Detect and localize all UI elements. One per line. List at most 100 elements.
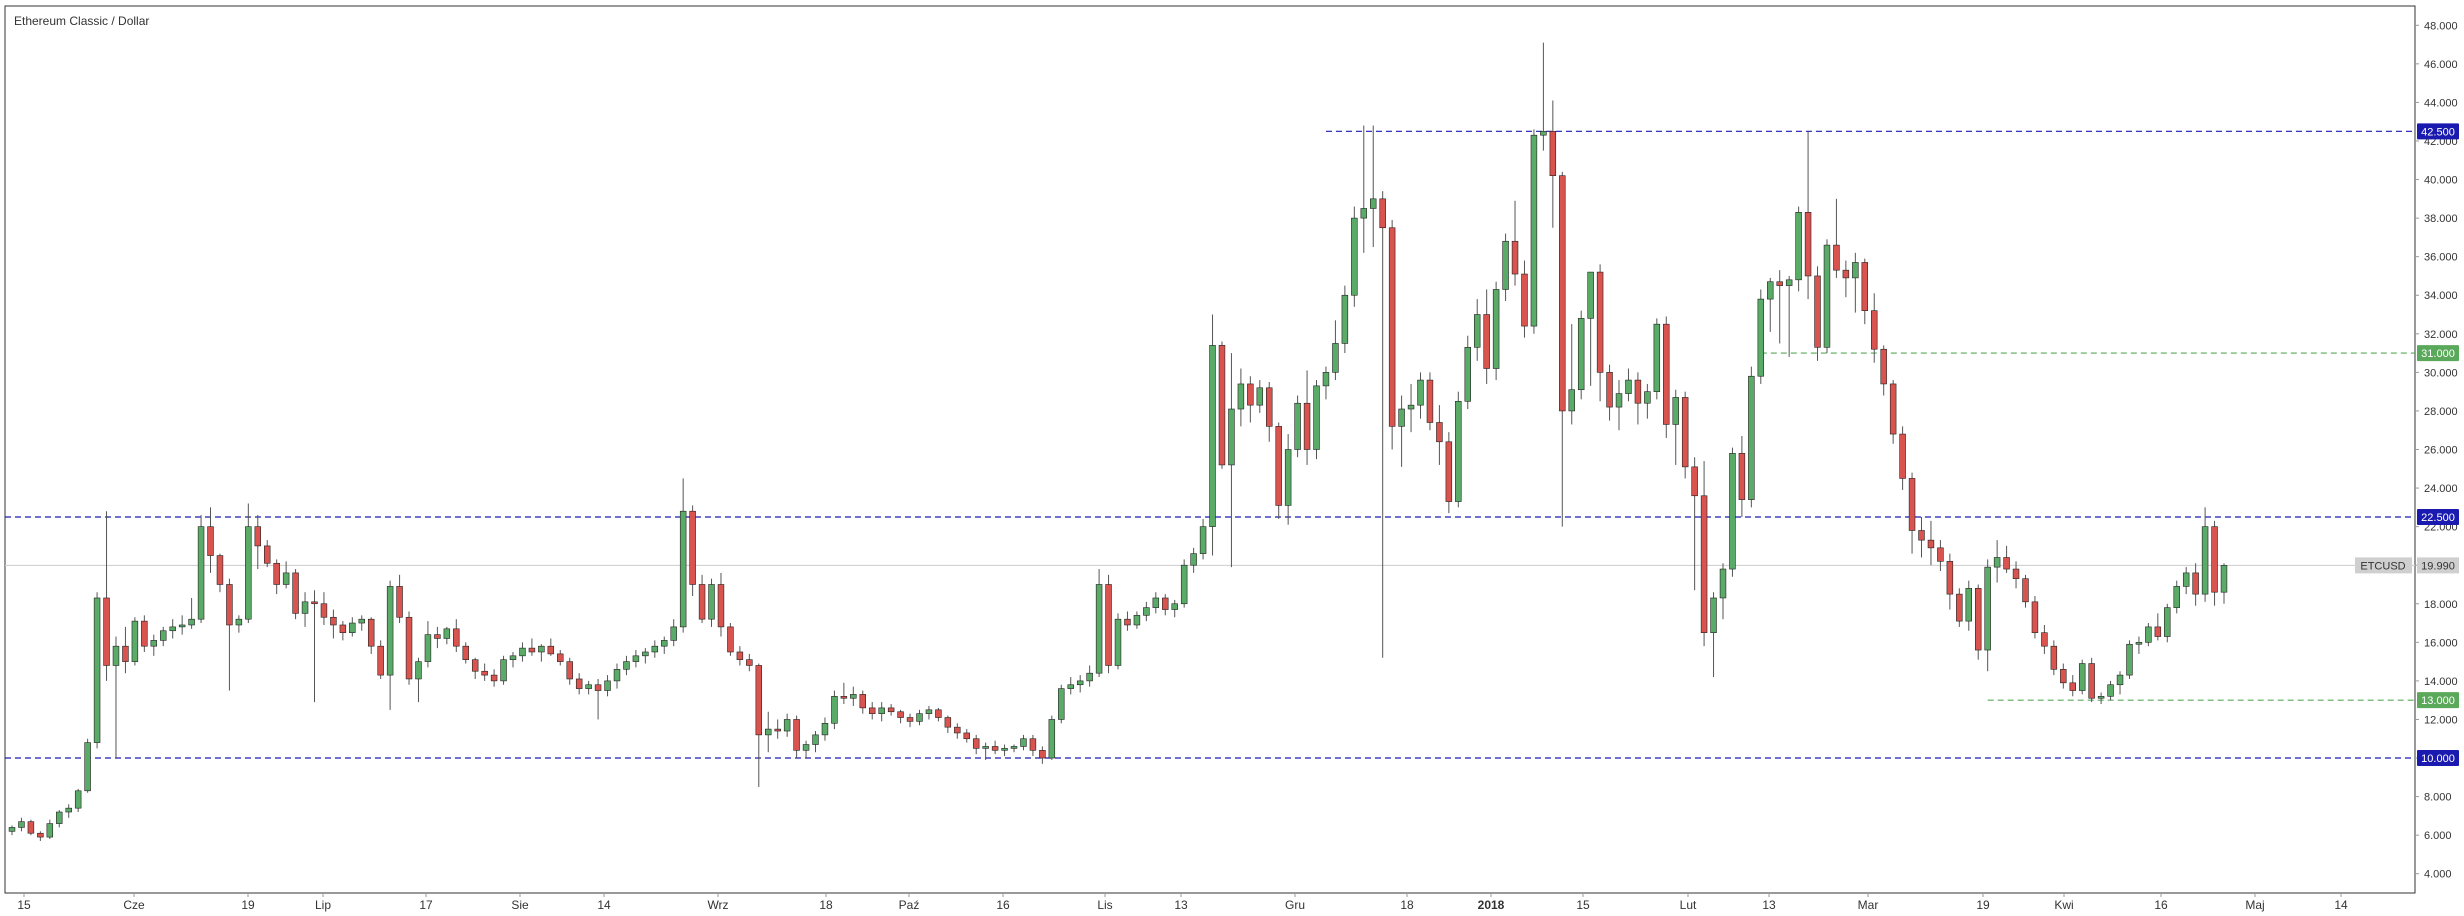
candle-body — [840, 696, 848, 699]
candle-body — [1284, 449, 1292, 506]
candle-body — [1587, 271, 1594, 319]
candle-body — [1209, 345, 1216, 527]
candle-body — [935, 709, 942, 718]
x-tick-label: 15 — [1576, 898, 1590, 912]
candle-body — [1483, 314, 1490, 369]
candle-body — [1956, 593, 1963, 622]
candle-body — [56, 811, 63, 824]
candle-body — [1927, 539, 1935, 549]
candle-body — [1266, 387, 1273, 427]
level-badge-label: 31.000 — [2421, 348, 2455, 360]
candle-body — [490, 674, 498, 682]
y-tick-label: 24.000 — [2424, 483, 2458, 495]
candle-body — [1076, 680, 1084, 686]
candle-body — [1237, 383, 1245, 410]
candle-body — [2012, 568, 2020, 579]
candle-body — [963, 732, 970, 740]
candle-body — [1256, 387, 1264, 406]
candle-body — [1351, 217, 1358, 296]
candle-body — [1596, 271, 1604, 373]
candle-body — [1634, 379, 1642, 404]
x-tick-label: 16 — [2154, 898, 2168, 912]
x-tick-label: Maj — [2245, 898, 2264, 912]
candle-body — [471, 659, 479, 672]
candle-body — [1946, 561, 1954, 595]
candle-body — [727, 626, 734, 653]
candle-body — [1303, 402, 1311, 450]
candle-body — [2116, 674, 2124, 686]
candle-body — [169, 626, 176, 632]
y-tick-label: 16.000 — [2424, 637, 2458, 649]
candle-body — [1010, 746, 1018, 749]
candle-body — [2069, 682, 2076, 691]
candle-body — [2220, 565, 2228, 593]
candle-body — [1748, 375, 1755, 500]
candle-body — [197, 526, 205, 620]
candle-body — [103, 597, 110, 666]
chart-title: Ethereum Classic / Dollar — [14, 14, 149, 28]
candle-body — [1700, 495, 1708, 633]
candle-body — [500, 659, 507, 682]
candle-body — [1852, 262, 1859, 279]
x-tick-label: Sie — [511, 898, 529, 912]
y-tick-label: 6.000 — [2424, 830, 2452, 842]
level-badge-label: 42.500 — [2421, 126, 2455, 138]
candle-body — [18, 821, 25, 828]
x-tick-label: 17 — [419, 898, 433, 912]
candle-body — [1814, 275, 1821, 348]
candle-body — [1058, 688, 1065, 720]
candle-body — [1823, 244, 1831, 348]
candle-body — [1162, 597, 1169, 610]
candle-body — [954, 726, 961, 734]
x-tick-label: 16 — [996, 898, 1010, 912]
candle-body — [1974, 588, 1982, 651]
candle-body — [1861, 262, 1869, 311]
candle-body — [1360, 208, 1368, 219]
candle-body — [1842, 269, 1850, 279]
candle-body — [2164, 607, 2171, 637]
candle-body — [1001, 748, 1008, 751]
candle-body — [2022, 578, 2029, 603]
candle-body — [84, 742, 91, 792]
x-axis: 15 Cze 19 Lip 17 Sie 14 Wrz 18 Paź 16 Lis 13 Gru 18 201… — [17, 893, 2348, 912]
level-badge — [2417, 750, 2459, 767]
candle-body — [2192, 572, 2199, 595]
x-tick-label: 13 — [1762, 898, 1776, 912]
candle-body — [538, 645, 545, 653]
candle-body — [1719, 568, 1727, 599]
candle-body — [566, 661, 573, 680]
candle-body — [1020, 738, 1027, 747]
y-tick-label: 28.000 — [2424, 406, 2458, 418]
candle-body — [1502, 240, 1509, 290]
y-tick-label: 26.000 — [2424, 445, 2458, 457]
candle-body — [1388, 227, 1396, 427]
symbol-label: ETCUSD — [2360, 560, 2405, 572]
candle-body — [982, 746, 989, 749]
candle-body — [245, 526, 252, 620]
candle-body — [453, 628, 460, 647]
x-tick-label: 15 — [17, 898, 31, 912]
candle-body — [812, 734, 819, 745]
candle-body — [509, 655, 517, 660]
candle-body — [1965, 588, 1972, 622]
candle-body — [1511, 240, 1519, 275]
candle-body — [131, 620, 139, 662]
candle-body — [216, 555, 224, 585]
candle-body — [443, 628, 451, 639]
candle-body — [519, 647, 526, 657]
candle-body — [689, 510, 696, 585]
y-tick-label: 12.000 — [2424, 714, 2458, 726]
candle-body — [74, 790, 82, 809]
candle-body — [783, 719, 791, 732]
x-tick-label: 14 — [597, 898, 611, 912]
candle-body — [386, 586, 394, 676]
candle-body — [1247, 383, 1254, 406]
x-tick-label: Mar — [1858, 898, 1879, 912]
candle-body — [122, 645, 129, 662]
candle-body — [679, 510, 687, 628]
x-tick-label: Lut — [1680, 898, 1697, 912]
x-tick-label: Kwi — [2054, 898, 2073, 912]
candle-body — [1218, 345, 1226, 466]
level-badge — [2417, 123, 2459, 140]
